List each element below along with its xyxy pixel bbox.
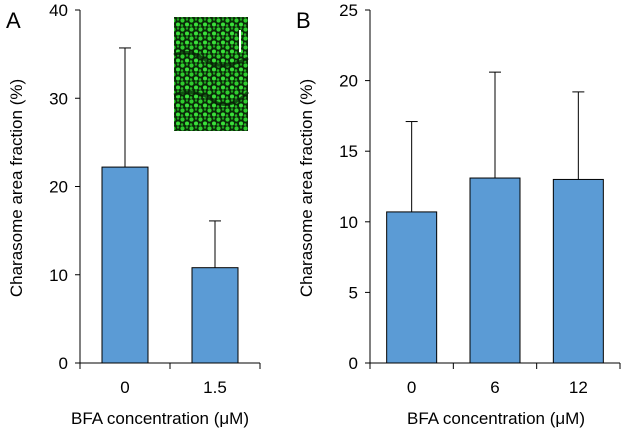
y-tick-label-b: 5	[349, 283, 358, 302]
y-axis-label-b: Charasome area fraction (%)	[297, 79, 316, 297]
x-axis-label-a: BFA concentration (μM)	[71, 409, 249, 428]
bar-b	[386, 211, 438, 364]
panel-a: A Charasome area fraction (%) BFA concen…	[6, 1, 261, 428]
y-tick-label-b: 15	[339, 142, 358, 161]
bar-a	[191, 267, 239, 364]
panel-label-a: A	[6, 8, 21, 33]
y-tick-label-a: 40	[49, 1, 68, 20]
y-tick-label-a: 0	[59, 354, 68, 373]
x-tick-label-a: 1.5	[203, 378, 227, 397]
micrograph-inset	[173, 17, 250, 131]
panel-b: B Charasome area fraction (%) BFA concen…	[296, 1, 621, 428]
y-tick-label-a: 10	[49, 266, 68, 285]
y-tick-label-b: 20	[339, 72, 358, 91]
y-axis-label-a: Charasome area fraction (%)	[7, 79, 26, 297]
x-axis-label-b: BFA concentration (μM)	[407, 409, 585, 428]
x-tick-label-a: 0	[120, 378, 129, 397]
y-tick-label-b: 0	[349, 354, 358, 373]
panel-label-b: B	[296, 8, 311, 33]
plot-area-a: 0 10 20 30 40 0 1.5	[49, 1, 261, 397]
bar-a	[101, 166, 149, 364]
y-tick-label-a: 20	[49, 178, 68, 197]
x-tick-label-b: 6	[490, 378, 499, 397]
bar-b	[552, 178, 604, 364]
x-tick-label-b: 0	[407, 378, 416, 397]
y-tick-label-b: 25	[339, 1, 358, 20]
x-tick-label-b: 12	[569, 378, 588, 397]
y-tick-label-b: 10	[339, 213, 358, 232]
y-tick-label-a: 30	[49, 89, 68, 108]
bar-b	[469, 177, 521, 364]
plot-area-b: 0 5 10 15 20 25 0 6 12	[339, 1, 621, 397]
